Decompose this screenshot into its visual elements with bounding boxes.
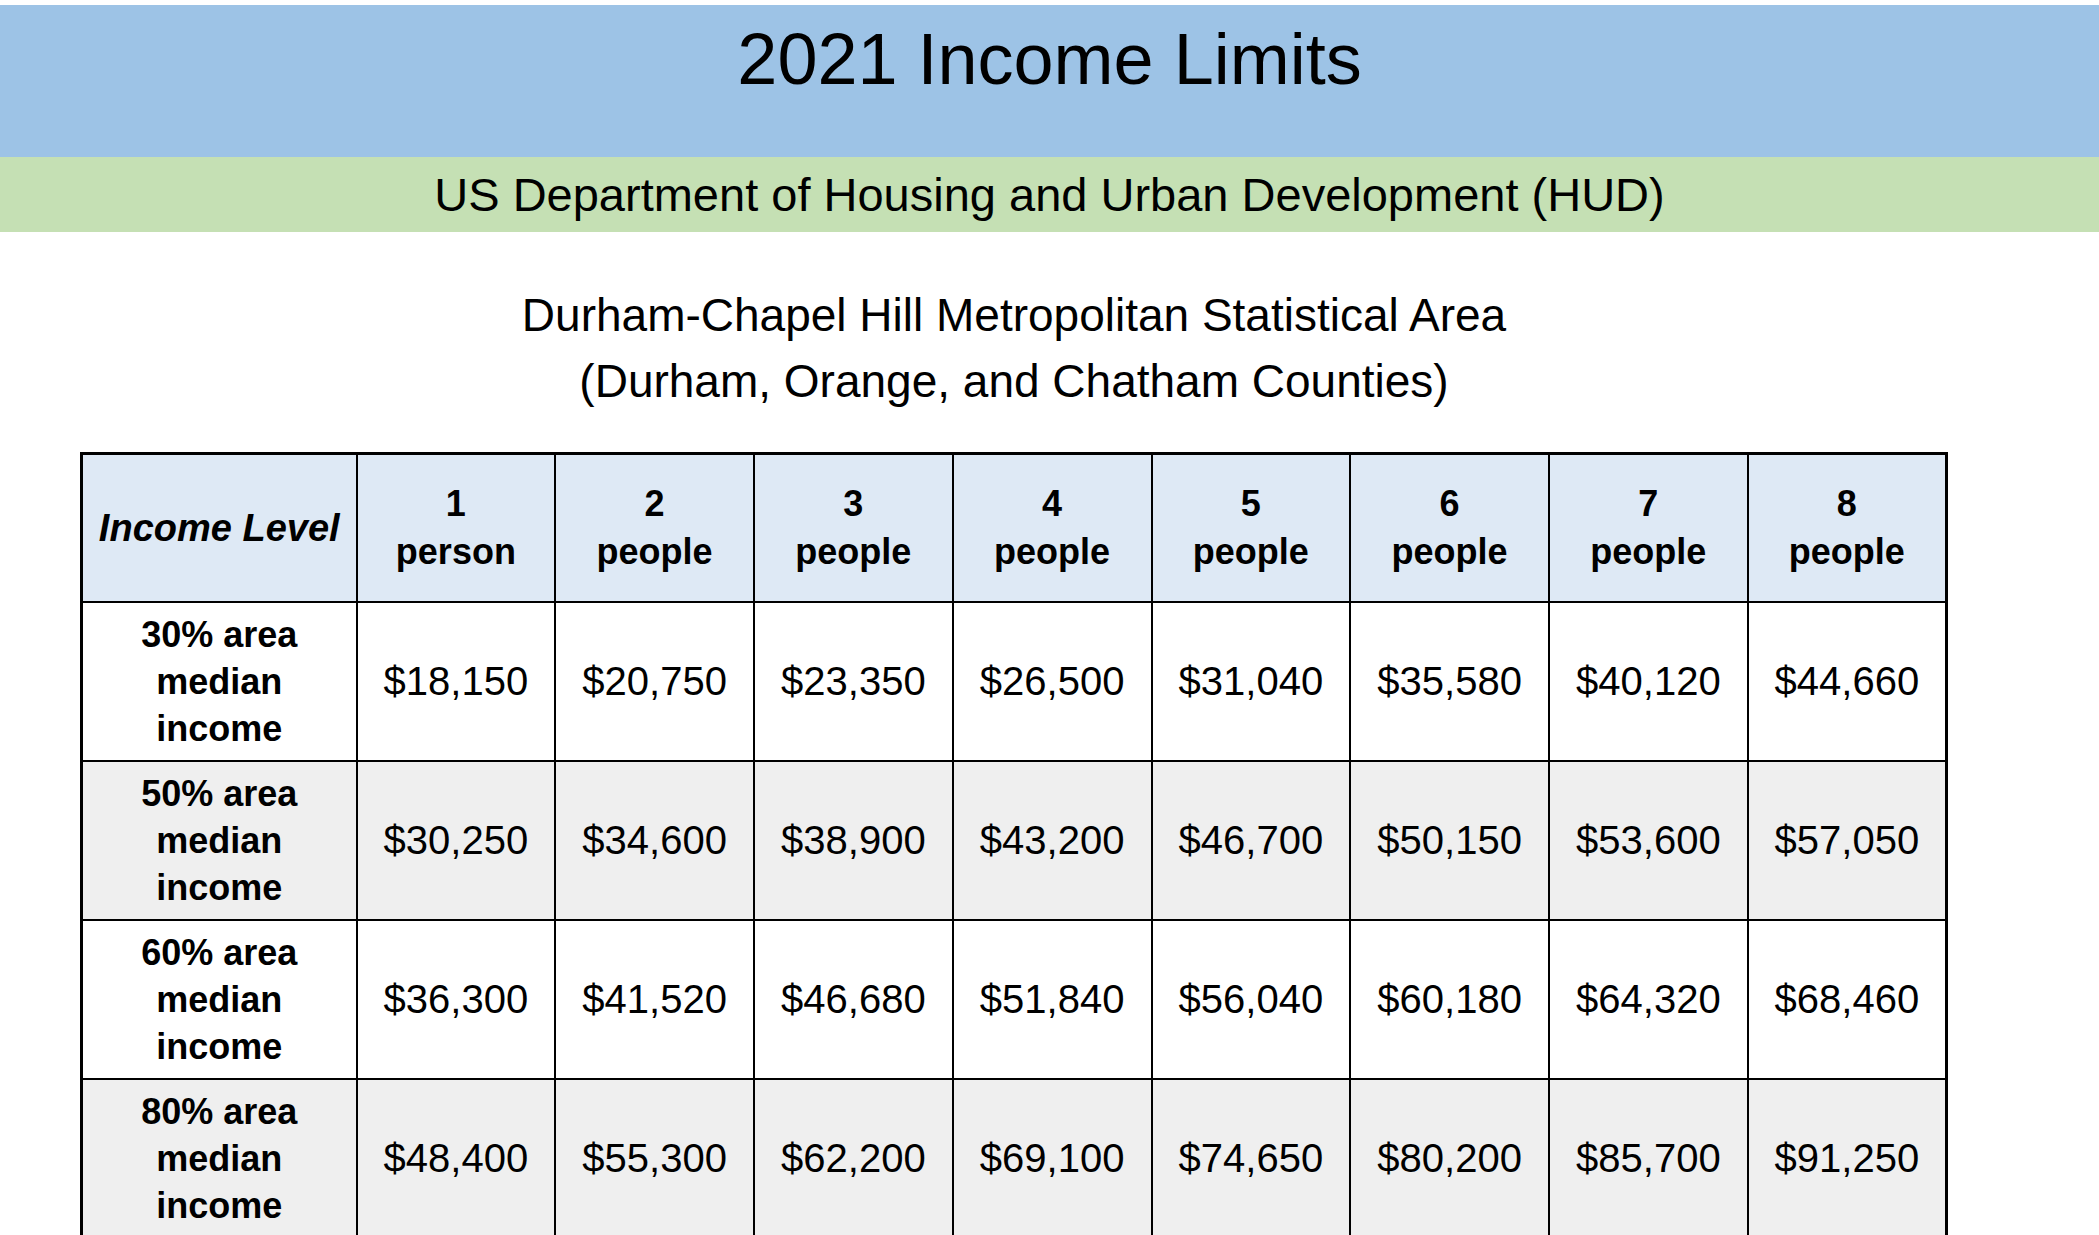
- cell-80pct-2people: $55,300: [555, 1079, 754, 1235]
- cell-60pct-8people: $68,460: [1748, 920, 1947, 1079]
- table-row-50pct-ami: 50% area median income $30,250 $34,600 $…: [82, 761, 1947, 920]
- cell-50pct-4people: $43,200: [953, 761, 1152, 920]
- table-row-80pct-ami: 80% area median income $48,400 $55,300 $…: [82, 1079, 1947, 1235]
- col-header-6-people: 6 people: [1350, 454, 1549, 603]
- cell-50pct-2people: $34,600: [555, 761, 754, 920]
- cell-60pct-5people: $56,040: [1152, 920, 1351, 1079]
- income-limits-table: Income Level 1 person 2 people 3 people …: [80, 452, 1948, 1235]
- cell-80pct-3people: $62,200: [754, 1079, 953, 1235]
- table-row-30pct-ami: 30% area median income $18,150 $20,750 $…: [82, 602, 1947, 761]
- row-label-30pct: 30% area median income: [82, 602, 357, 761]
- cell-30pct-8people: $44,660: [1748, 602, 1947, 761]
- col-header-4-people: 4 people: [953, 454, 1152, 603]
- cell-30pct-3people: $23,350: [754, 602, 953, 761]
- cell-50pct-7people: $53,600: [1549, 761, 1748, 920]
- cell-60pct-2people: $41,520: [555, 920, 754, 1079]
- hud-banner-text: US Department of Housing and Urban Devel…: [434, 167, 1664, 222]
- cell-50pct-5people: $46,700: [1152, 761, 1351, 920]
- col-header-7-people: 7 people: [1549, 454, 1748, 603]
- cell-30pct-4people: $26,500: [953, 602, 1152, 761]
- area-subtitle: Durham-Chapel Hill Metropolitan Statisti…: [80, 282, 1948, 414]
- title-banner: 2021 Income Limits: [0, 5, 2099, 157]
- cell-50pct-1person: $30,250: [357, 761, 556, 920]
- cell-80pct-7people: $85,700: [1549, 1079, 1748, 1235]
- cell-80pct-6people: $80,200: [1350, 1079, 1549, 1235]
- cell-60pct-7people: $64,320: [1549, 920, 1748, 1079]
- row-label-60pct: 60% area median income: [82, 920, 357, 1079]
- cell-50pct-8people: $57,050: [1748, 761, 1947, 920]
- cell-60pct-4people: $51,840: [953, 920, 1152, 1079]
- area-subtitle-line1: Durham-Chapel Hill Metropolitan Statisti…: [80, 282, 1948, 348]
- cell-30pct-2people: $20,750: [555, 602, 754, 761]
- col-header-3-people: 3 people: [754, 454, 953, 603]
- col-header-5-people: 5 people: [1152, 454, 1351, 603]
- cell-60pct-1person: $36,300: [357, 920, 556, 1079]
- cell-80pct-5people: $74,650: [1152, 1079, 1351, 1235]
- area-subtitle-line2: (Durham, Orange, and Chatham Counties): [80, 348, 1948, 414]
- cell-60pct-6people: $60,180: [1350, 920, 1549, 1079]
- cell-30pct-1person: $18,150: [357, 602, 556, 761]
- cell-80pct-4people: $69,100: [953, 1079, 1152, 1235]
- row-label-80pct: 80% area median income: [82, 1079, 357, 1235]
- cell-30pct-5people: $31,040: [1152, 602, 1351, 761]
- cell-80pct-1person: $48,400: [357, 1079, 556, 1235]
- table-row-60pct-ami: 60% area median income $36,300 $41,520 $…: [82, 920, 1947, 1079]
- hud-banner: US Department of Housing and Urban Devel…: [0, 157, 2099, 232]
- cell-50pct-3people: $38,900: [754, 761, 953, 920]
- cell-30pct-7people: $40,120: [1549, 602, 1748, 761]
- income-level-header: Income Level: [82, 454, 357, 603]
- cell-80pct-8people: $91,250: [1748, 1079, 1947, 1235]
- page-title: 2021 Income Limits: [0, 5, 2099, 95]
- col-header-2-people: 2 people: [555, 454, 754, 603]
- table-header-row: Income Level 1 person 2 people 3 people …: [82, 454, 1947, 603]
- cell-50pct-6people: $50,150: [1350, 761, 1549, 920]
- row-label-50pct: 50% area median income: [82, 761, 357, 920]
- col-header-1-person: 1 person: [357, 454, 556, 603]
- col-header-8-people: 8 people: [1748, 454, 1947, 603]
- cell-30pct-6people: $35,580: [1350, 602, 1549, 761]
- cell-60pct-3people: $46,680: [754, 920, 953, 1079]
